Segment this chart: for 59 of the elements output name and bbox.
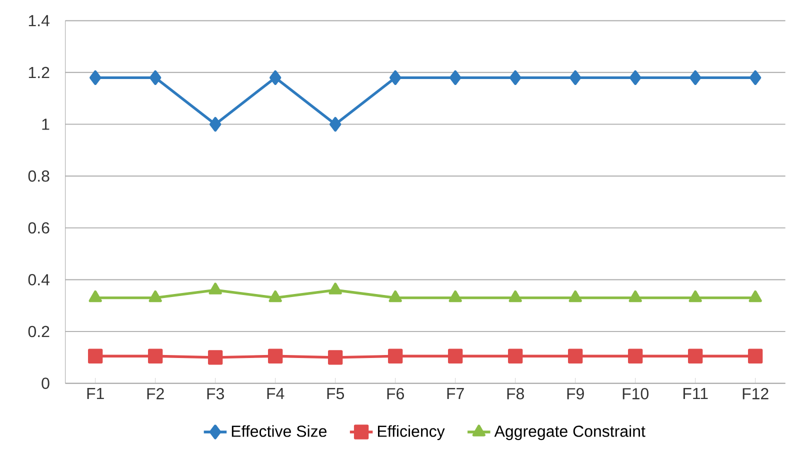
point [148,290,162,302]
point [688,348,703,364]
point [630,70,642,85]
x-tick-label: F9 [567,388,584,400]
point [270,70,282,85]
point [268,348,283,364]
point [510,70,522,85]
y-tick-label: 0.8 [28,170,50,182]
point [750,70,762,85]
x-tick-label: F6 [387,388,404,400]
x-tick-label: F3 [207,388,224,400]
point [748,348,763,364]
point [568,290,582,302]
point [448,348,463,364]
point [148,348,163,364]
point [330,116,342,132]
y-tick-label: 0.6 [28,222,50,234]
y-tick-label: 1.4 [28,15,50,26]
legend-label: Effective Size [232,425,327,437]
x-tick-label: F10 [622,388,649,400]
point [390,70,402,85]
point [450,70,462,85]
x-tick-label: F4 [267,388,284,400]
point [88,348,103,364]
point [688,290,702,302]
y-tick-label: 0.2 [28,326,50,338]
legend-label: Aggregate Constraint [494,425,646,440]
point [748,290,762,302]
point [328,282,342,294]
point [568,348,583,364]
point [208,282,222,294]
y-tick-label: 1.2 [28,66,50,78]
point [150,70,162,85]
y-tick-label: 1 [42,118,50,130]
y-tick-label: 0 [42,378,50,389]
point [508,290,522,302]
point [210,116,222,132]
point [90,70,102,85]
x-tick-label: F7 [447,388,464,400]
point [628,290,642,302]
point [88,290,102,302]
x-tick-label: F8 [507,388,524,400]
point [628,348,643,364]
point [508,348,523,364]
point [268,290,282,302]
x-tick-label: F11 [683,388,708,400]
point [448,290,462,302]
point [328,350,343,365]
point [570,70,582,85]
point [388,348,403,364]
y-tick-label: 0.4 [28,274,50,286]
point [690,70,702,85]
x-tick-label: F1 [87,388,104,400]
point [208,350,223,365]
x-tick-label: F12 [742,388,768,400]
x-tick-label: F5 [327,388,344,400]
x-tick-label: F2 [147,388,164,400]
legend-label: Efficiency [378,425,445,440]
point [388,290,402,302]
